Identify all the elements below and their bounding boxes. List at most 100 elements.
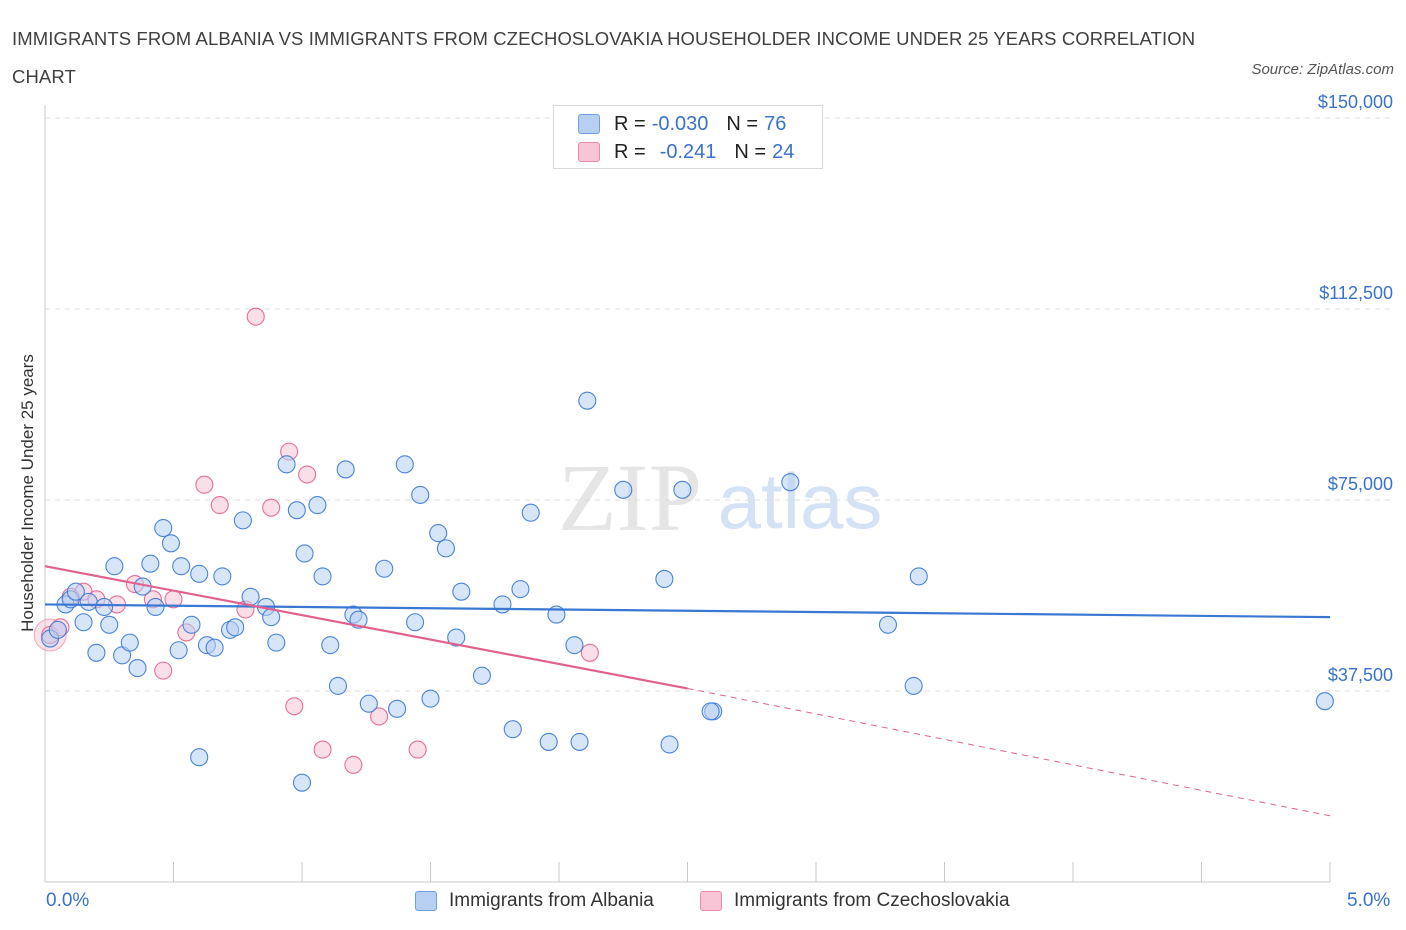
albania-point: [570, 732, 589, 751]
albania-point: [359, 694, 378, 713]
albania-point: [493, 595, 512, 614]
watermark-atlas: atlas: [718, 457, 883, 545]
czech-point: [344, 755, 363, 774]
albania-point: [421, 689, 440, 708]
albania-point: [655, 569, 674, 588]
albania-point: [388, 699, 407, 718]
albania-point: [375, 559, 394, 578]
albania-point: [295, 544, 314, 563]
albania-point: [128, 659, 147, 678]
albania-point: [190, 564, 209, 583]
albania-point: [406, 613, 425, 632]
y-tick-label: $112,500: [1319, 283, 1393, 303]
series-swatch-czech: [700, 891, 722, 911]
albania-point: [95, 597, 114, 617]
albania-point: [411, 485, 430, 504]
albania-point: [100, 615, 119, 634]
albania-point: [1315, 692, 1334, 711]
y-axis-label: Householder Income Under 25 years: [18, 354, 37, 632]
albania-point: [673, 480, 692, 499]
albania-point: [287, 501, 306, 520]
albania-point: [205, 638, 224, 657]
legend-r-value-czech: -0.241: [659, 140, 717, 163]
czech-trend-line: [44, 565, 688, 690]
albania-point: [213, 567, 232, 586]
albania-point: [565, 636, 584, 655]
albania-point: [909, 567, 928, 586]
czech-points: [33, 307, 599, 774]
legend-row-albania: R = -0.030 N = 76: [554, 110, 786, 138]
czech-point: [313, 740, 332, 759]
czech-point: [262, 498, 281, 517]
albania-point: [226, 618, 245, 637]
legend-r-value-albania: -0.030: [651, 112, 709, 135]
y-tick-labels: $37,500 $75,000 $112,500 $150,000: [1318, 92, 1393, 685]
czech-point: [195, 475, 214, 494]
albania-point: [267, 633, 286, 652]
legend-n-label: N =: [726, 112, 759, 135]
legend-r-label: R =: [614, 140, 646, 163]
x-axis-min-label: 0.0%: [46, 890, 90, 911]
albania-point: [169, 641, 188, 660]
legend-swatch-czech: [578, 142, 600, 162]
czech-point: [154, 661, 173, 680]
legend-n-value-czech: 24: [772, 140, 795, 163]
albania-point: [292, 773, 312, 792]
albania-point: [878, 615, 898, 634]
albania-point: [660, 735, 679, 754]
albania-point: [105, 557, 124, 576]
albania-point: [447, 628, 466, 647]
albania-point: [277, 455, 296, 474]
legend-row-czech: R = -0.241 N = 24: [554, 138, 794, 166]
legend-swatch-albania: [578, 114, 600, 134]
series-legend-czech[interactable]: Immigrants from Czechoslovakia: [700, 890, 1010, 912]
albania-point: [511, 580, 530, 599]
czech-point: [246, 307, 265, 326]
albania-point: [66, 582, 85, 601]
series-legend-albania-label: Immigrants from Albania: [449, 890, 654, 911]
legend-r-label: R =: [614, 112, 646, 135]
albania-point: [48, 620, 67, 639]
albania-point: [241, 587, 260, 606]
czech-point: [210, 496, 229, 515]
czech-point: [580, 643, 599, 662]
watermark: ZIP atlas: [558, 444, 882, 551]
legend-n-label: N =: [734, 140, 767, 163]
albania-point: [452, 582, 471, 601]
trend-lines: [44, 565, 1331, 817]
y-tick-label: $150,000: [1318, 92, 1393, 112]
y-tick-label: $75,000: [1328, 474, 1393, 494]
czech-point: [285, 697, 304, 716]
albania-point: [328, 676, 348, 695]
albania-point: [321, 636, 340, 655]
albania-point: [190, 748, 209, 767]
albania-points: [41, 391, 1334, 792]
czech-point: [408, 740, 427, 759]
czech-point: [370, 707, 389, 726]
chart-title: IMMIGRANTS FROM ALBANIA VS IMMIGRANTS FR…: [12, 28, 1196, 87]
axes: [44, 105, 1331, 883]
albania-point: [336, 460, 355, 479]
albania-point: [539, 732, 558, 751]
albania-point: [141, 554, 160, 573]
albania-point: [161, 534, 180, 553]
albania-point: [429, 524, 448, 543]
albania-point: [521, 503, 540, 522]
czech-point: [298, 465, 317, 484]
albania-point: [87, 643, 106, 662]
y-tick-label: $37,500: [1328, 665, 1393, 685]
czech-trend-extension: [687, 687, 1331, 817]
albania-point: [120, 633, 139, 652]
series-legend-albania[interactable]: Immigrants from Albania: [415, 890, 654, 912]
albania-point: [154, 518, 173, 538]
x-axis-max-label: 5.0%: [1347, 890, 1391, 911]
albania-point: [578, 391, 597, 410]
series-swatch-albania: [415, 891, 437, 911]
albania-point: [472, 666, 491, 685]
albania-point: [503, 720, 522, 739]
albania-point: [781, 473, 800, 492]
albania-point: [701, 702, 720, 721]
albania-point: [172, 557, 191, 576]
albania-point: [436, 539, 455, 558]
